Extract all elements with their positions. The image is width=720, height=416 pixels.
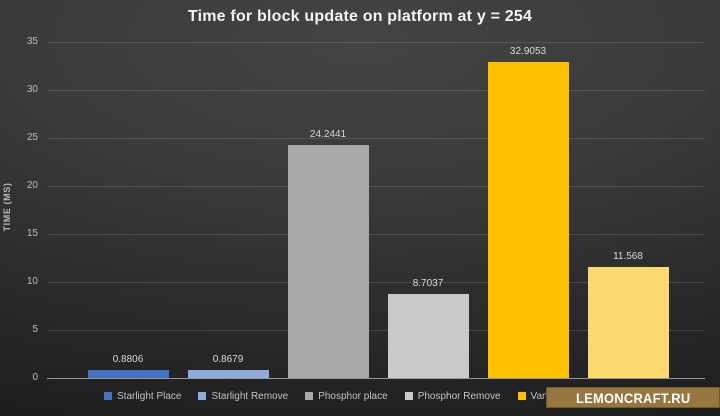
chart-title: Time for block update on platform at y =… <box>187 8 533 25</box>
bar-value-label: 0.8679 <box>212 353 244 365</box>
legend-marker-icon <box>404 392 413 400</box>
legend-marker-icon <box>198 392 207 400</box>
legend-label: Starlight Place <box>117 390 182 402</box>
gridline-35 <box>47 42 705 43</box>
y-tick-label-20: 20 <box>26 180 38 191</box>
bar-value-label: 0.8806 <box>112 353 144 365</box>
legend-label: Phosphor Remove <box>417 390 501 402</box>
legend-marker-icon <box>517 392 526 400</box>
gridline-0 <box>47 378 705 379</box>
bar-starlight-remove <box>187 369 269 378</box>
y-tick-label-0: 0 <box>32 372 38 383</box>
watermark-text: LEMONCRAFT.RU <box>575 389 691 406</box>
bar-vanilla-place <box>487 62 569 378</box>
bar-series-6 <box>587 266 669 378</box>
bar-phosphor-remove <box>387 294 469 378</box>
gridline-20 <box>47 186 705 187</box>
y-tick-label-35: 35 <box>26 36 38 47</box>
bar-value-label: 8.7037 <box>412 278 444 290</box>
gridline-10 <box>47 282 705 283</box>
bar-phosphor-place <box>287 145 369 378</box>
legend-label: Phosphor place <box>318 390 388 402</box>
bar-value-label: 24.2441 <box>309 129 347 141</box>
bar-value-label: 11.568 <box>613 250 643 262</box>
bar-starlight-place <box>87 369 169 378</box>
gridline-5 <box>47 330 705 331</box>
legend-item-starlight-remove: Starlight Remove <box>198 391 288 402</box>
legend-label: Starlight Remove <box>211 390 289 402</box>
legend-marker-icon <box>104 392 112 400</box>
plot-area: 0 5 10 15 20 25 30 35 0.8806 0.8679 24.2441 8.7037 3… <box>27 37 705 383</box>
legend-item-phosphor-place: Phosphor place <box>305 391 388 402</box>
watermark: LEMONCRAFT.RU <box>546 387 720 408</box>
legend-item-phosphor-remove: Phosphor Remove <box>404 390 501 402</box>
y-tick-label-25: 25 <box>26 132 38 143</box>
y-tick-label-30: 30 <box>26 84 38 95</box>
legend: Starlight Place Starlight Remove Phosphor … <box>104 390 616 402</box>
y-tick-label-10: 10 <box>26 276 38 287</box>
legend-item-starlight-place: Starlight Place <box>104 391 181 402</box>
gridline-30 <box>47 90 705 91</box>
y-tick-label-15: 15 <box>26 228 38 239</box>
gridline-15 <box>47 234 705 235</box>
bar-value-label: 32.9053 <box>509 46 547 58</box>
y-tick-label-5: 5 <box>32 324 38 335</box>
legend-marker-icon <box>305 392 314 400</box>
gridline-25 <box>47 138 705 139</box>
